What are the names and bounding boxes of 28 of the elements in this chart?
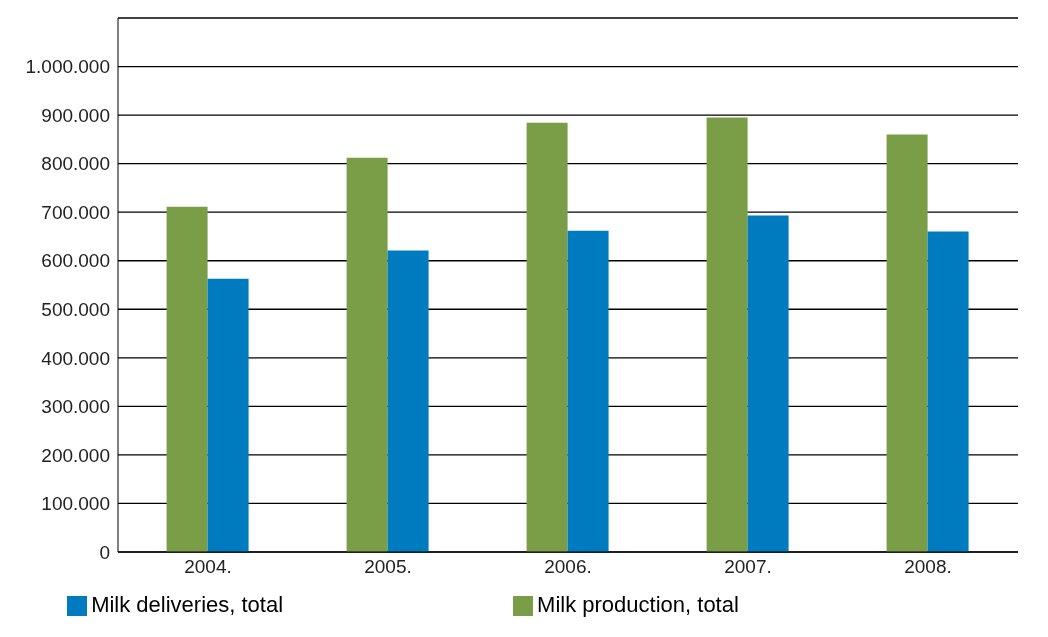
bar: [526, 122, 568, 552]
bar: [927, 231, 969, 552]
x-tick-label: 2005.: [364, 556, 412, 578]
x-tick-label: 2007.: [724, 556, 772, 578]
bar: [346, 157, 388, 552]
y-tick-label: 400.000: [41, 347, 110, 369]
bar: [747, 215, 789, 552]
y-tick-label: 800.000: [41, 153, 110, 175]
y-tick-label: 900.000: [41, 104, 110, 126]
bar: [166, 206, 208, 552]
y-tick-label: 100.000: [41, 493, 110, 515]
bar: [706, 117, 748, 552]
y-tick-label: 200.000: [41, 444, 110, 466]
x-tick-label: 2004.: [184, 556, 232, 578]
y-tick-label: 300.000: [41, 396, 110, 418]
bar: [567, 230, 609, 552]
bar: [886, 134, 928, 552]
y-tick-label: 500.000: [41, 299, 110, 321]
y-tick-label: 600.000: [41, 250, 110, 272]
bar: [387, 250, 429, 552]
x-tick-label: 2008.: [904, 556, 952, 578]
y-tick-label: 1.000.000: [25, 56, 110, 78]
y-tick-label: 700.000: [41, 201, 110, 223]
bar: [207, 278, 249, 552]
legend-label: Milk deliveries, total: [91, 592, 284, 617]
y-tick-label: 0: [99, 541, 110, 563]
x-tick-label: 2006.: [544, 556, 592, 578]
legend-label: Milk production, total: [537, 592, 739, 617]
